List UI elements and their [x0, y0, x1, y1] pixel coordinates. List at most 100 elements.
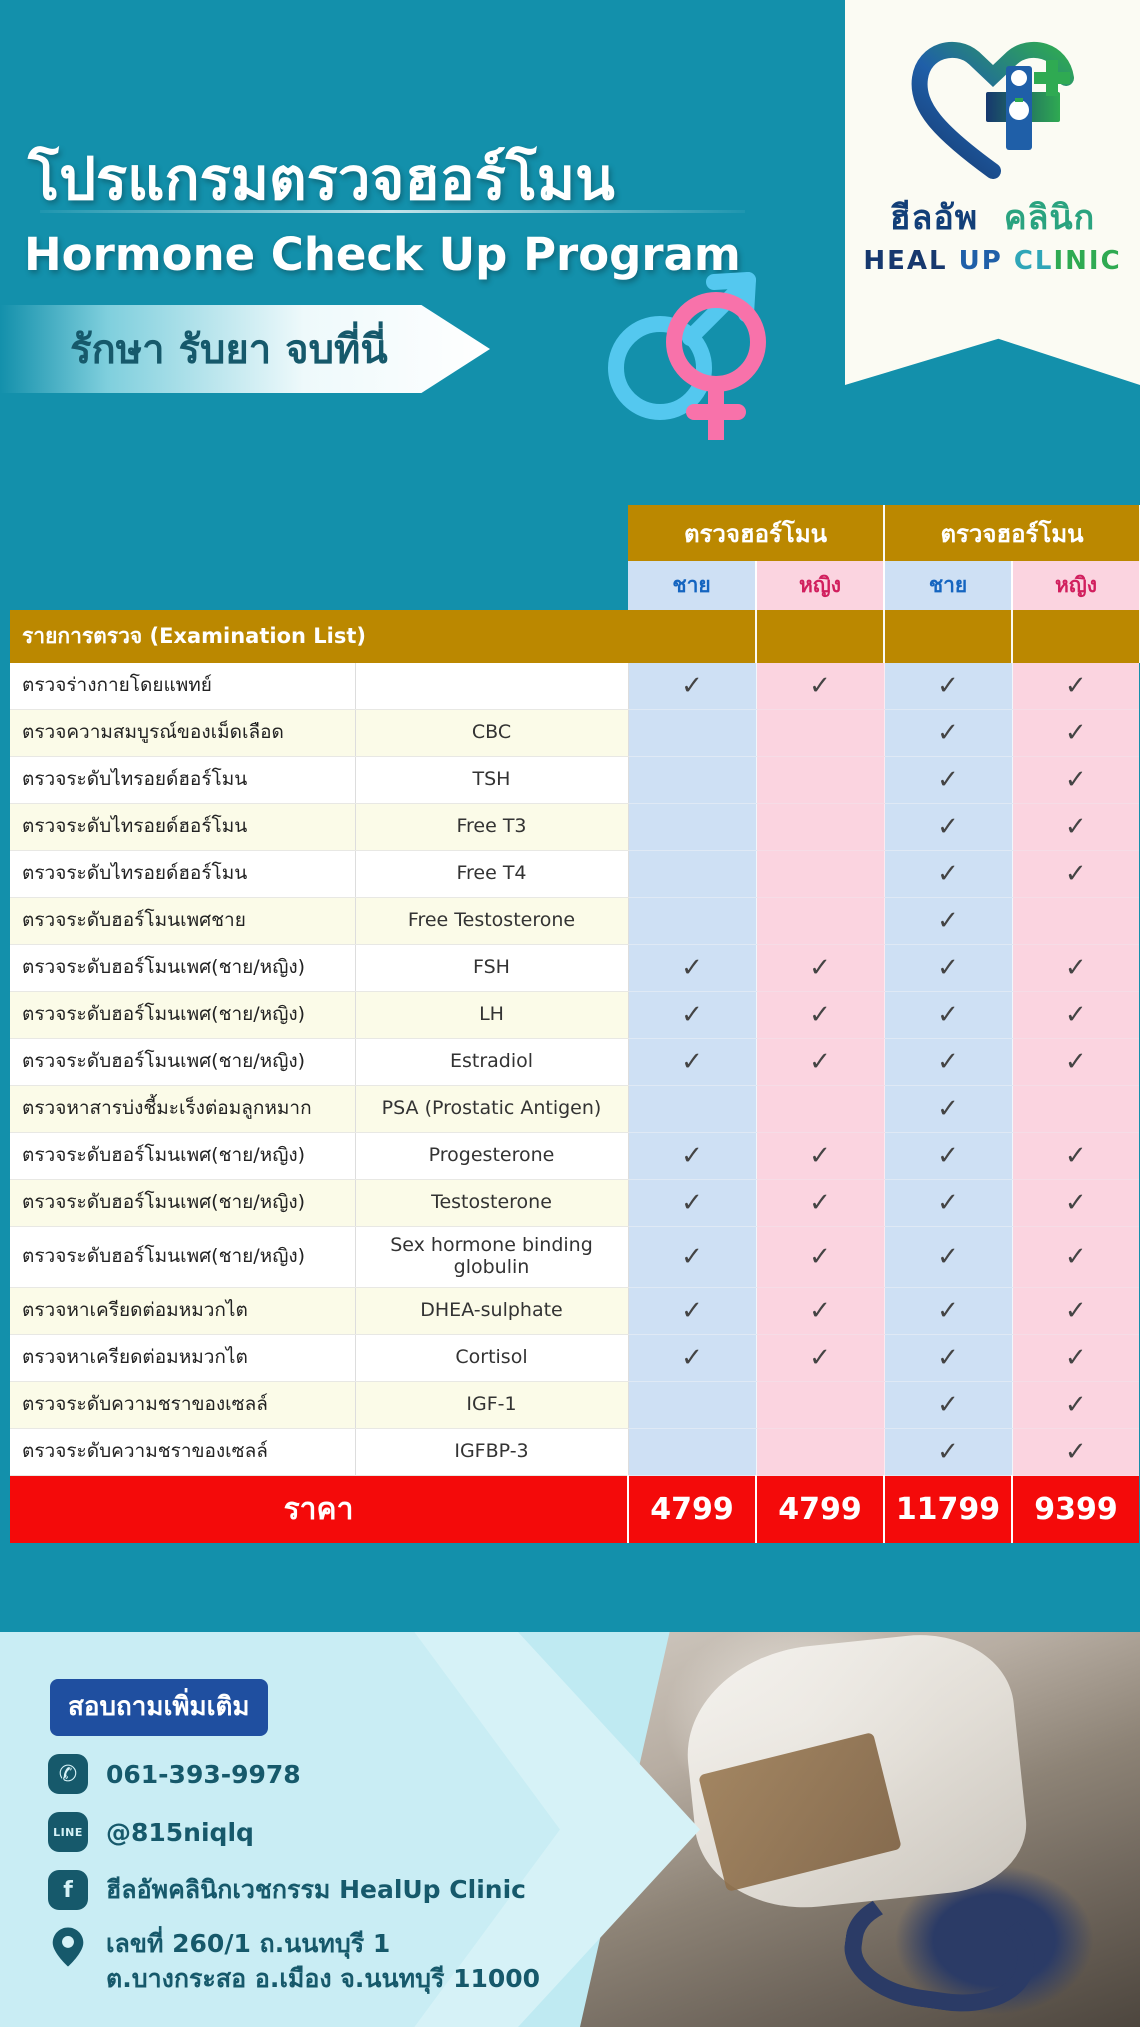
exam-name-thai: ตรวจระดับฮอร์โมนเพศชาย: [10, 897, 356, 945]
check-mark-cell: ✓: [884, 1085, 1013, 1133]
exam-name-english: IGFBP-3: [355, 1428, 629, 1476]
exam-name-english: IGF-1: [355, 1381, 629, 1429]
check-mark-cell: ✓: [1012, 991, 1140, 1039]
check-mark-cell: ✓: [628, 1038, 757, 1086]
table-row: ตรวจระดับฮอร์โมนเพศ(ชาย/หญิง) Sex hormone…: [0, 1226, 1140, 1288]
row-pad-left: [0, 850, 10, 898]
contact-facebook-row[interactable]: f ฮีลอัพคลินิกเวชกรรม HealUp Clinic: [48, 1870, 526, 1910]
row-pad-left: [0, 1085, 10, 1133]
exam-name-thai: ตรวจระดับความชราของเซลล์: [10, 1428, 356, 1476]
group-header-package-1: ตรวจฮอร์โมน: [628, 505, 885, 561]
check-mark-cell: ✓: [628, 663, 757, 710]
check-mark-cell: ✓: [1012, 709, 1140, 757]
check-mark-cell: ✓: [756, 991, 885, 1039]
check-mark-cell: ✓: [628, 1132, 757, 1180]
facebook-icon: f: [48, 1870, 88, 1910]
check-mark-cell: ✓: [756, 1038, 885, 1086]
price-p1-male: 4799: [628, 1475, 757, 1543]
contact-address-block: เลขที่ 260/1 ถ.นนทบุรี 1 ต.บางกระสอ อ.เม…: [106, 1927, 540, 1996]
table-row: ตรวจระดับความชราของเซลล์ IGF-1 ✓ ✓: [0, 1381, 1140, 1429]
location-pin-icon: [48, 1927, 88, 1967]
empty-cell: [1012, 1085, 1140, 1133]
row-pad-left: [0, 1132, 10, 1180]
table-row: ตรวจระดับฮอร์โมนเพศ(ชาย/หญิง) Testosteron…: [0, 1179, 1140, 1227]
sub-header-p1-female: หญิง: [756, 561, 885, 610]
contact-phone-row[interactable]: ✆ 061-393-9978: [48, 1754, 301, 1794]
contact-line-row[interactable]: LINE @815niqlq: [48, 1812, 254, 1852]
examination-list-header: รายการตรวจ (Examination List): [10, 610, 628, 663]
check-mark-cell: ✓: [628, 1226, 757, 1288]
check-mark-cell: ✓: [1012, 756, 1140, 804]
contact-address-line-1: เลขที่ 260/1 ถ.นนทบุรี 1: [106, 1929, 391, 1958]
table-row: ตรวจระดับไทรอยด์ฮอร์โมน Free T3 ✓ ✓: [0, 803, 1140, 851]
contact-line-value: @815niqlq: [106, 1817, 254, 1847]
empty-cell: [756, 803, 885, 851]
hormone-price-table: ตรวจฮอร์โมน ตรวจฮอร์โมน ชาย หญิง ชาย หญิ…: [0, 505, 1140, 1543]
check-mark-cell: ✓: [884, 1287, 1013, 1335]
empty-cell: [628, 850, 757, 898]
footer-section: สอบถามเพิ่มเติม ✆ 061-393-9978 LINE @815…: [0, 1632, 1140, 2027]
empty-cell: [756, 709, 885, 757]
exam-name-english: Sex hormone binding globulin: [355, 1226, 629, 1288]
check-mark-cell: ✓: [884, 1381, 1013, 1429]
row-pad-left: [0, 944, 10, 992]
row-pad-left: [0, 1226, 10, 1288]
title-divider: [40, 210, 745, 213]
row-pad-left: [0, 663, 10, 710]
check-mark-cell: ✓: [628, 944, 757, 992]
check-mark-cell: ✓: [628, 1179, 757, 1227]
pad-left: [0, 505, 10, 561]
table-row: ตรวจระดับฮอร์โมนเพศ(ชาย/หญิง) FSH ✓ ✓ ✓ ✓: [0, 944, 1140, 992]
contact-badge: สอบถามเพิ่มเติม: [50, 1679, 268, 1736]
row-pad-left: [0, 1334, 10, 1382]
row-pad-left: [0, 991, 10, 1039]
exam-name-thai: ตรวจระดับไทรอยด์ฮอร์โมน: [10, 756, 356, 804]
logo-en-part-4: INIC: [1053, 246, 1122, 276]
line-icon-label: LINE: [53, 1825, 83, 1839]
check-mark-cell: ✓: [1012, 1287, 1140, 1335]
contact-address-row[interactable]: เลขที่ 260/1 ถ.นนทบุรี 1 ต.บางกระสอ อ.เม…: [48, 1927, 540, 1996]
exam-name-thai: ตรวจระดับไทรอยด์ฮอร์โมน: [10, 803, 356, 851]
logo-thai-part-1: ฮีลอัพ: [889, 198, 979, 238]
group-header-blank-2: [355, 505, 628, 561]
sub-header-blank-2: [355, 561, 628, 610]
page-title-thai: โปรแกรมตรวจฮอร์โมน: [28, 145, 615, 213]
exam-name-thai: ตรวจระดับฮอร์โมนเพศ(ชาย/หญิง): [10, 944, 356, 992]
table-row: ตรวจระดับฮอร์โมนเพศชาย Free Testosterone ✓: [0, 897, 1140, 945]
check-mark-cell: ✓: [1012, 1381, 1140, 1429]
check-mark-cell: ✓: [884, 1132, 1013, 1180]
check-mark-cell: ✓: [884, 944, 1013, 992]
exam-name-english: [355, 663, 629, 710]
exam-name-english: DHEA-sulphate: [355, 1287, 629, 1335]
exam-name-thai: ตรวจระดับฮอร์โมนเพศ(ชาย/หญิง): [10, 1179, 356, 1227]
row-pad-left: [0, 803, 10, 851]
row-pad-left: [0, 1428, 10, 1476]
exam-name-english: Progesterone: [355, 1132, 629, 1180]
exam-name-thai: ตรวจระดับความชราของเซลล์: [10, 1381, 356, 1429]
check-mark-cell: ✓: [1012, 850, 1140, 898]
row-pad-left: [0, 1287, 10, 1335]
exam-name-thai: ตรวจระดับไทรอยด์ฮอร์โมน: [10, 850, 356, 898]
empty-cell: [628, 1085, 757, 1133]
logo-en-part-1: HEAL: [863, 246, 948, 276]
check-mark-cell: ✓: [1012, 663, 1140, 710]
check-mark-cell: ✓: [1012, 1334, 1140, 1382]
pad-left-3: [0, 610, 10, 663]
logo-thai-part-2: คลินิก: [1003, 198, 1096, 238]
check-mark-cell: ✓: [756, 663, 885, 710]
check-mark-cell: ✓: [628, 1334, 757, 1382]
gold-spacer-3: [884, 610, 1013, 663]
sub-header-row: ชาย หญิง ชาย หญิง: [0, 561, 1140, 610]
table-row: ตรวจหาสารบ่งชี้มะเร็งต่อมลูกหมาก PSA (Pro…: [0, 1085, 1140, 1133]
row-pad-left: [0, 756, 10, 804]
page-title-english: Hormone Check Up Program: [24, 228, 741, 281]
check-mark-cell: ✓: [628, 991, 757, 1039]
table-foot: ราคา 4799 4799 11799 9399: [0, 1475, 1140, 1543]
check-mark-cell: ✓: [884, 1428, 1013, 1476]
row-pad-left: [0, 897, 10, 945]
contact-address-line-2: ต.บางกระสอ อ.เมือง จ.นนทบุรี 11000: [106, 1963, 541, 1993]
row-pad-left: [0, 1038, 10, 1086]
exam-name-thai: ตรวจระดับฮอร์โมนเพศ(ชาย/หญิง): [10, 1038, 356, 1086]
empty-cell: [756, 897, 885, 945]
